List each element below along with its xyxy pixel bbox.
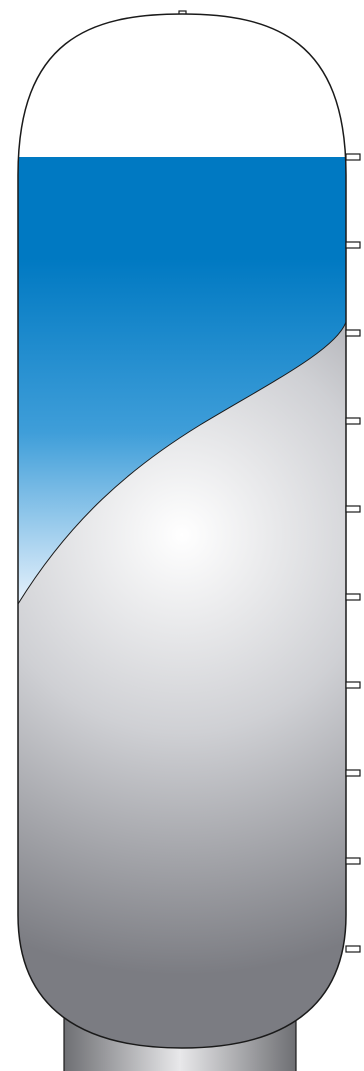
tank-outline [17,13,347,1049]
sediment-interface-line [18,321,346,605]
pipe-nozzle-icon [345,945,361,953]
pipe-nozzle-icon [345,329,361,337]
pipe-nozzle-icon [345,241,361,249]
sediment-layer [18,322,346,1048]
pipe-nozzle-icon [345,505,361,513]
pipe-nozzle-icon [345,681,361,689]
pipe-nozzle-icon [345,153,361,161]
pipe-nozzle-icon [345,417,361,425]
pipe-nozzle-icon [345,593,361,601]
pipe-nozzle-icon [345,769,361,777]
pipe-nozzle-icon [345,857,361,865]
side-nozzles [345,153,361,953]
